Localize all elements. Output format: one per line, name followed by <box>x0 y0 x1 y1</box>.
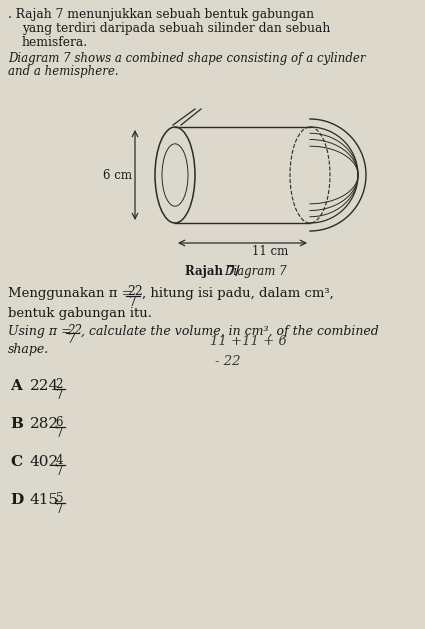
Text: 224: 224 <box>30 379 59 393</box>
Text: 5: 5 <box>56 492 63 505</box>
Text: yang terdiri daripada sebuah silinder dan sebuah: yang terdiri daripada sebuah silinder da… <box>22 22 330 35</box>
Text: 4: 4 <box>56 454 63 467</box>
Text: - 22: - 22 <box>215 355 241 368</box>
Text: 415: 415 <box>30 493 59 507</box>
Text: 7: 7 <box>56 389 63 402</box>
Text: 7: 7 <box>68 333 76 346</box>
Text: B: B <box>10 417 23 431</box>
Text: 7: 7 <box>56 465 63 478</box>
Text: 7: 7 <box>129 296 137 309</box>
Text: Rajah 7/: Rajah 7/ <box>185 265 239 278</box>
Text: D: D <box>10 493 23 507</box>
Text: 7: 7 <box>56 427 63 440</box>
Text: Using π =: Using π = <box>8 325 76 338</box>
Text: . Rajah 7 menunjukkan sebuah bentuk gabungan: . Rajah 7 menunjukkan sebuah bentuk gabu… <box>8 8 314 21</box>
Text: 6: 6 <box>56 416 63 429</box>
Text: 22: 22 <box>127 285 143 298</box>
Text: , calculate the volume, in cm³, of the combined: , calculate the volume, in cm³, of the c… <box>81 325 379 338</box>
Text: 2: 2 <box>56 378 63 391</box>
Text: shape.: shape. <box>8 343 49 356</box>
Text: Diagram 7 shows a combined shape consisting of a cylinder: Diagram 7 shows a combined shape consist… <box>8 52 366 65</box>
Text: , hitung isi padu, dalam cm³,: , hitung isi padu, dalam cm³, <box>142 287 334 300</box>
Text: A: A <box>10 379 22 393</box>
Text: 11 cm: 11 cm <box>252 245 288 258</box>
Text: 11 +11 + 6: 11 +11 + 6 <box>210 335 287 348</box>
Text: and a hemisphere.: and a hemisphere. <box>8 65 119 78</box>
Text: Diagram 7: Diagram 7 <box>224 265 286 278</box>
Text: bentuk gabungan itu.: bentuk gabungan itu. <box>8 307 152 320</box>
Text: C: C <box>10 455 22 469</box>
Text: 7: 7 <box>56 503 63 516</box>
Text: 22: 22 <box>67 324 82 337</box>
Text: 282: 282 <box>30 417 59 431</box>
Text: 6 cm: 6 cm <box>103 169 132 182</box>
Text: Menggunakan π =: Menggunakan π = <box>8 287 137 300</box>
Text: 402: 402 <box>30 455 59 469</box>
Text: hemisfera.: hemisfera. <box>22 36 88 49</box>
